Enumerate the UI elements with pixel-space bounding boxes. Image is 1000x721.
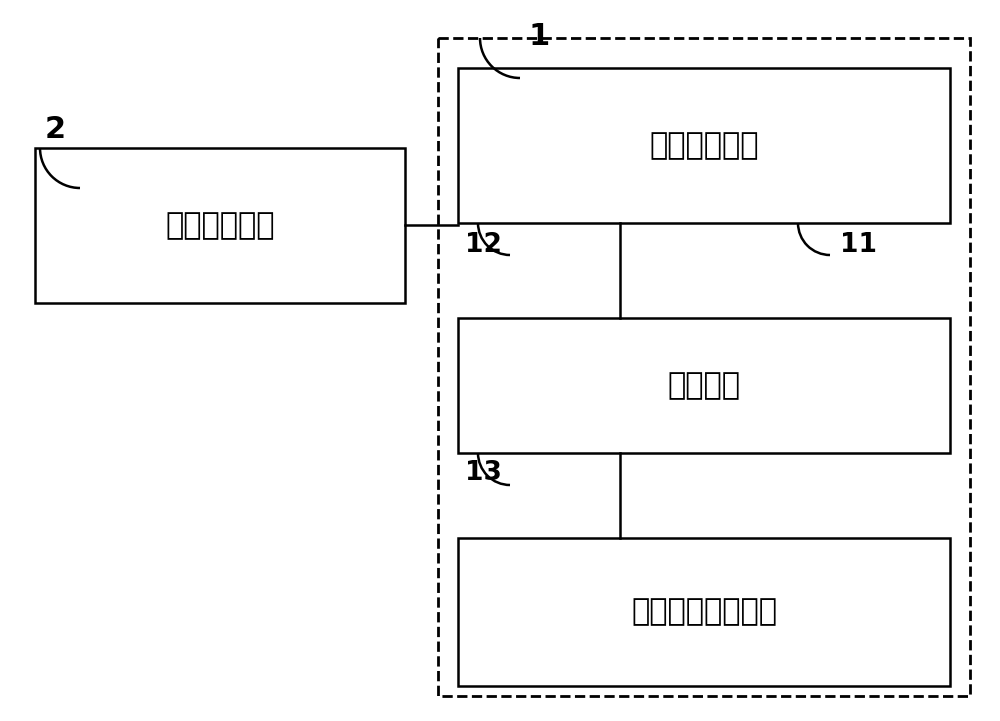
Text: 锁存模块: 锁存模块: [668, 371, 740, 400]
Text: 12: 12: [465, 232, 502, 258]
Bar: [35, 148, 405, 303]
Text: 11: 11: [840, 232, 877, 258]
Bar: [458, 68, 950, 223]
Text: 高压产生电路: 高压产生电路: [165, 211, 275, 240]
Bar: [458, 538, 950, 686]
Text: 2: 2: [45, 115, 66, 144]
Text: 13: 13: [465, 460, 502, 486]
Text: 高压检测模块: 高压检测模块: [649, 131, 759, 160]
Text: 参考电流可调模块: 参考电流可调模块: [631, 598, 777, 627]
Bar: [458, 318, 950, 453]
Text: 1: 1: [528, 22, 549, 51]
